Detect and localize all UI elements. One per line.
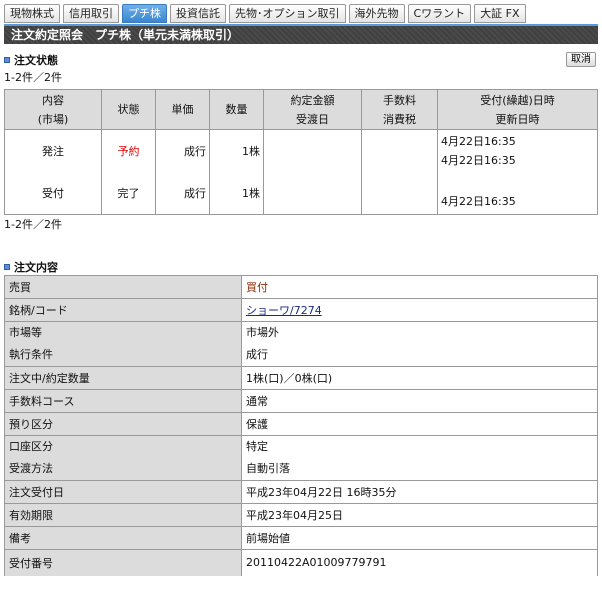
tab-petit-stocks[interactable]: プチ株 <box>122 4 167 23</box>
row-state: 予約 <box>117 145 140 158</box>
row-updated: 4月22日16:35 <box>441 195 516 208</box>
detail-row-note: 備考 前場始値 <box>4 526 598 550</box>
detail-row-custody: 預り区分 保護 <box>4 412 598 436</box>
tab-funds[interactable]: 投資信託 <box>170 4 226 23</box>
detail-row-market: 市場等 執行条件 市場外 成行 <box>4 321 598 367</box>
tab-covered-warrant[interactable]: Cワラント <box>407 4 472 23</box>
row-type: 発注 <box>42 145 64 158</box>
row-price: 成行 <box>184 187 206 200</box>
col-datetime: 受付(繰越)日時 更新日時 <box>437 89 598 130</box>
detail-row-number: 受付番号 20110422A01009779791 <box>4 549 598 576</box>
col-state: 状態 <box>101 89 156 130</box>
row-qty: 1株 <box>242 187 260 200</box>
detail-row-account: 口座区分 受渡方法 特定 自動引落 <box>4 435 598 481</box>
tab-overseas-futures[interactable]: 海外先物 <box>348 4 405 23</box>
row-updated: 4月22日16:35 <box>441 154 516 167</box>
stock-link[interactable]: ショーワ/7274 <box>246 304 322 317</box>
bullet-icon <box>4 264 10 270</box>
order-status-table: 内容 (市場) 状態 単価 数量 約定金額 受渡日 手数料 消費税 受付(繰越)日時更… <box>4 89 598 215</box>
section-title: 注文状態 <box>14 54 58 67</box>
section-order-status: 注文状態 <box>4 52 58 68</box>
row-price: 成行 <box>184 145 206 158</box>
detail-row-expiry: 有効期限 平成23年04月25日 <box>4 503 598 527</box>
tab-margin[interactable]: 信用取引 <box>63 4 119 23</box>
detail-row-qty: 注文中/約定数量 1株(口)／0株(口) <box>4 366 598 390</box>
detail-row-stock: 銘柄/コード ショーワ/7274 <box>4 298 598 322</box>
tab-bar: 現物株式 信用取引 プチ株 投資信託 先物･オプション取引 海外先物 Cワラント… <box>4 4 526 23</box>
bullet-icon <box>4 57 10 63</box>
order-detail-table: 売買 買付 銘柄/コード ショーワ/7274 市場等 執行条件 市場外 成行 注文中/約定… <box>4 275 598 576</box>
tab-spot-stocks[interactable]: 現物株式 <box>4 4 60 23</box>
detail-row-date: 注文受付日 平成23年04月22日 16時35分 <box>4 480 598 504</box>
tab-osaka-fx[interactable]: 大証 FX <box>474 4 526 23</box>
row-qty: 1株 <box>242 145 260 158</box>
col-qty: 数量 <box>209 89 264 130</box>
tab-futures-options[interactable]: 先物･オプション取引 <box>229 4 346 23</box>
detail-row-fee: 手数料コース 通常 <box>4 389 598 413</box>
col-price: 単価 <box>155 89 210 130</box>
row-state: 完了 <box>117 187 140 200</box>
col-amount: 約定金額 受渡日 <box>263 89 362 130</box>
section-order-detail: 注文内容 <box>4 259 58 275</box>
cancel-button[interactable]: 取消 <box>566 52 596 67</box>
col-content: 内容 (市場) <box>4 89 102 130</box>
result-count: 1-2件／2件 <box>4 71 62 84</box>
col-fee: 手数料 消費税 <box>361 89 438 130</box>
section-title: 注文内容 <box>14 261 58 274</box>
detail-row-buysell: 売買 買付 <box>4 275 598 299</box>
table-row: 発注 受付 予約 完了 成行 成行 1株 1株 4月22日16:35 4月22日16:35… <box>4 129 598 215</box>
result-count-bottom: 1-2件／2件 <box>4 218 62 231</box>
row-received: 4月22日16:35 <box>441 135 516 148</box>
table-header: 内容 (市場) 状態 単価 数量 約定金額 受渡日 手数料 消費税 受付(繰越)日時更… <box>4 89 598 130</box>
page-title: 注文約定照会 プチ株（単元未満株取引） <box>4 24 598 44</box>
row-type: 受付 <box>42 187 64 200</box>
